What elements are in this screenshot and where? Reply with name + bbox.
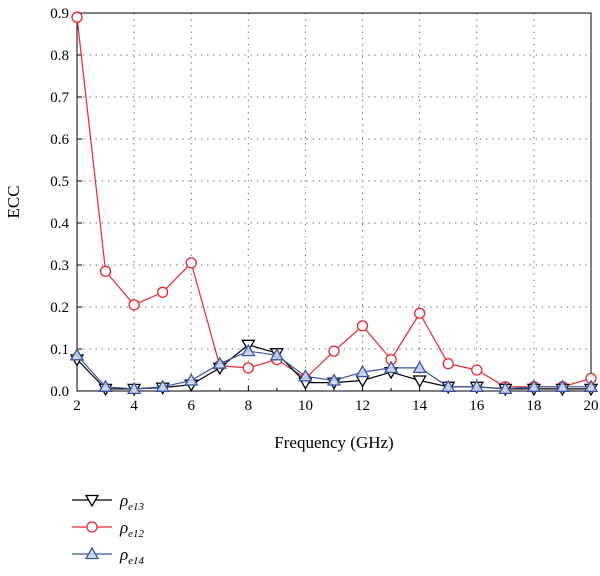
y-tick-label: 0.9 <box>50 6 69 22</box>
data-point-e12 <box>356 320 369 332</box>
y-tick-label: 0.6 <box>50 132 69 148</box>
data-point-e14 <box>184 373 199 386</box>
legend-label: ρe14 <box>119 545 145 567</box>
data-point-e14 <box>212 356 227 369</box>
axis-ticks: 2 4 6 8 10 12 14 16 18 20 0.0 0.1 0.2 0.3 0.4 0.5 0.6 0.7… <box>50 6 598 414</box>
data-point-e14 <box>126 381 142 395</box>
legend-item-e12: ρe12 <box>72 518 145 540</box>
series-line-e12 <box>76 17 592 388</box>
data-point-e14 <box>441 379 456 392</box>
legend-marker <box>86 521 98 533</box>
legend-label: ρe13 <box>119 491 145 513</box>
data-point-e12 <box>328 345 340 357</box>
legend-label-sub: e13 <box>128 501 144 513</box>
x-tick-label: 8 <box>245 398 253 414</box>
data-point-e12 <box>128 299 140 311</box>
series-layer <box>69 11 599 397</box>
data-point-e14 <box>583 379 599 392</box>
data-point-e14 <box>155 379 170 392</box>
x-tick-label: 16 <box>469 398 485 414</box>
legend-label-main: ρ <box>119 491 128 510</box>
y-tick-label: 0.0 <box>50 384 69 400</box>
legend-item-e13: ρe13 <box>72 491 145 513</box>
x-tick-label: 2 <box>73 398 81 414</box>
x-tick-label: 18 <box>526 398 541 414</box>
legend-item-e14: ρe14 <box>72 545 145 567</box>
x-tick-label: 20 <box>584 398 599 414</box>
y-tick-label: 0.2 <box>50 300 69 316</box>
data-point-e12 <box>471 364 483 376</box>
data-point-e14 <box>412 360 427 374</box>
x-tick-label: 10 <box>298 398 313 414</box>
y-tick-label: 0.1 <box>50 342 69 358</box>
legend-label-main: ρ <box>119 518 128 537</box>
series-e12 <box>71 11 597 393</box>
x-axis-title: Frequency (GHz) <box>274 433 393 452</box>
y-tick-label: 0.8 <box>50 48 69 64</box>
data-point-e12 <box>242 362 254 374</box>
legend-label: ρe12 <box>119 518 145 540</box>
data-point-e14 <box>469 379 484 392</box>
data-point-e14 <box>526 379 542 392</box>
data-point-e14 <box>383 360 399 374</box>
data-point-e14 <box>269 347 285 361</box>
data-point-e14 <box>298 368 313 382</box>
series-e14 <box>69 343 599 395</box>
data-point-e14 <box>241 343 256 357</box>
data-point-e12 <box>157 286 169 298</box>
data-point-e12 <box>414 307 426 319</box>
data-point-e12 <box>99 265 112 277</box>
data-point-e14 <box>98 379 113 392</box>
legend-label-sub: e14 <box>128 555 144 567</box>
data-point-e14 <box>355 364 370 378</box>
data-point-e14 <box>326 373 342 386</box>
x-tick-label: 4 <box>130 398 138 414</box>
x-tick-label: 6 <box>187 398 195 414</box>
data-point-e14 <box>555 379 570 392</box>
data-point-e13 <box>412 375 427 388</box>
plot-frame <box>76 12 592 392</box>
data-point-e14 <box>69 347 85 361</box>
data-point-e12 <box>185 257 197 269</box>
legend-label-main: ρ <box>119 545 128 564</box>
data-point-e12 <box>71 11 83 23</box>
x-tick-label: 12 <box>355 398 370 414</box>
legend-marker <box>84 494 100 508</box>
x-tick-label: 14 <box>412 398 428 414</box>
data-point-e12 <box>442 358 454 370</box>
y-tick-label: 0.7 <box>50 90 69 106</box>
y-tick-label: 0.3 <box>50 258 69 274</box>
y-tick-label: 0.4 <box>50 216 69 232</box>
grid <box>77 13 591 391</box>
legend-marker <box>84 546 100 560</box>
data-point-e14 <box>498 381 513 395</box>
y-tick-label: 0.5 <box>50 174 69 190</box>
legend-label-sub: e12 <box>128 528 144 540</box>
y-axis-title: ECC <box>4 185 23 218</box>
